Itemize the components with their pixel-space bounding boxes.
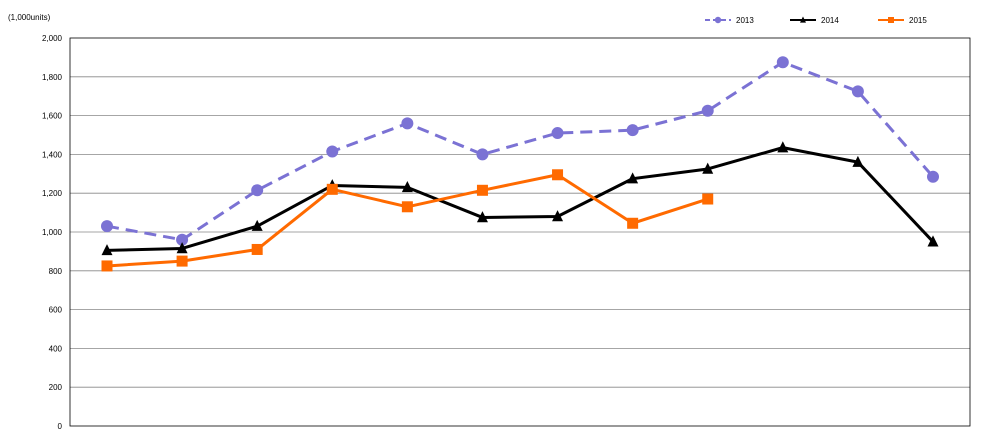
y-tick-label: 1,800 (42, 73, 63, 82)
data-point (476, 148, 489, 161)
y-tick-label: 400 (49, 344, 63, 353)
series-2013 (101, 56, 939, 246)
y-tick-label: 0 (58, 422, 63, 431)
data-point (101, 260, 113, 272)
series-line-2013 (106, 60, 935, 242)
data-point (627, 172, 639, 184)
y-tick-label: 600 (49, 306, 63, 315)
y-tick-label: 1,400 (42, 150, 63, 159)
y-tick-label: 1,200 (42, 189, 63, 198)
plot-area-border (69, 37, 971, 427)
y-tick-label: 1,600 (42, 112, 63, 121)
data-point (476, 211, 488, 223)
unit-label: (1,000units) (8, 13, 51, 22)
legend-marker (888, 17, 894, 23)
legend-item-2014: 2014 (790, 16, 839, 25)
data-point (551, 127, 564, 140)
legend-item-2013: 2013 (705, 16, 754, 25)
y-tick-label: 200 (49, 383, 63, 392)
data-point (326, 145, 339, 158)
data-point (626, 124, 639, 137)
legend-label: 2014 (821, 16, 839, 25)
data-point (176, 255, 188, 267)
series-2014 (101, 141, 939, 256)
data-point (852, 155, 864, 167)
legend-label: 2013 (736, 16, 754, 25)
data-point (101, 244, 113, 256)
series-line-2014 (106, 146, 935, 252)
data-point (701, 104, 714, 117)
data-point (401, 117, 414, 130)
data-point (176, 233, 189, 246)
legend-item-2015: 2015 (878, 16, 927, 25)
data-point (401, 181, 413, 193)
y-tick-label: 1,000 (42, 228, 63, 237)
data-point (552, 210, 564, 222)
data-point (927, 235, 939, 247)
y-tick-label: 800 (49, 267, 63, 276)
data-point (776, 56, 789, 69)
data-point (851, 85, 864, 98)
legend: 2013 2014 2015 (705, 16, 927, 25)
series-2015 (101, 169, 714, 272)
series-layer (101, 56, 939, 272)
data-point (476, 184, 488, 196)
data-point (101, 220, 113, 233)
data-point (251, 219, 263, 231)
data-point (777, 141, 789, 153)
data-point (702, 162, 714, 174)
data-point (927, 170, 939, 183)
y-axis: 0 200 400 600 800 1,000 1,200 1,400 1,600 1,800 2,… (42, 34, 63, 431)
data-point (251, 243, 263, 255)
legend-marker (714, 16, 722, 24)
data-point (401, 201, 413, 213)
data-point (326, 183, 338, 195)
data-point (627, 217, 639, 229)
data-point (251, 184, 264, 197)
legend-marker (800, 16, 806, 23)
data-point (176, 242, 188, 254)
gridlines (70, 76, 970, 388)
data-point (552, 169, 564, 181)
data-point (702, 193, 714, 205)
y-tick-label: 2,000 (42, 34, 63, 43)
legend-label: 2015 (909, 16, 927, 25)
